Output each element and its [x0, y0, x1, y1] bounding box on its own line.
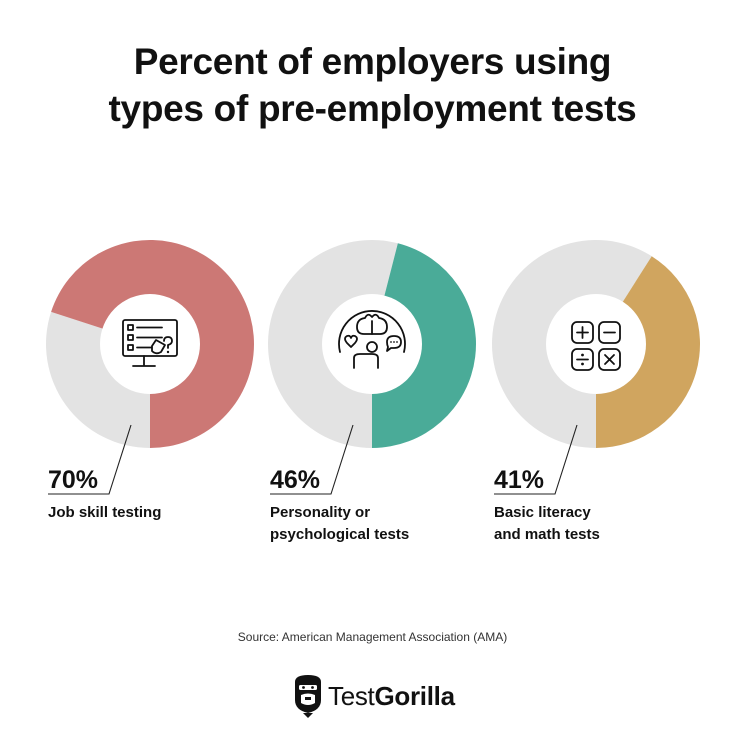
leader-line [48, 424, 132, 495]
category-label: Personality or [270, 504, 370, 521]
computer-test-icon [122, 319, 178, 367]
donut-2: 46% Personality or psychological tests [268, 240, 477, 543]
value-label: 41% [494, 466, 544, 494]
chart-title: Percent of employers using types of pre-… [0, 38, 745, 132]
donut-3: 41% Basic literacy and math tests [492, 240, 701, 543]
source-note: Source: American Management Association … [237, 630, 508, 644]
math-operators-icon [571, 321, 621, 371]
value-label: 70% [48, 466, 98, 494]
value-label: 46% [270, 466, 320, 494]
brand-logo: TestGorilla [292, 672, 455, 720]
donut-center [546, 294, 646, 394]
leader-line [494, 424, 578, 495]
donut-1: 70% Job skill testing [45, 240, 254, 521]
category-label: Basic literacy [494, 504, 591, 521]
category-label: psychological tests [270, 526, 409, 543]
gorilla-logo-icon [295, 675, 321, 718]
donut-center [100, 294, 200, 394]
category-label: and math tests [494, 526, 600, 543]
brand-name: TestGorilla [328, 681, 455, 712]
donut-center [322, 294, 422, 394]
brand-name-bold: Gorilla [374, 680, 455, 711]
brand-name-light: Test [328, 680, 375, 711]
chart-title-line-1: Percent of employers using [133, 41, 612, 82]
chart-title-line-2: types of pre-employment tests [108, 88, 637, 129]
brain-personality-icon [338, 310, 406, 369]
category-label: Job skill testing [48, 504, 161, 521]
leader-line [270, 424, 354, 495]
donut-value-slice [372, 243, 477, 449]
